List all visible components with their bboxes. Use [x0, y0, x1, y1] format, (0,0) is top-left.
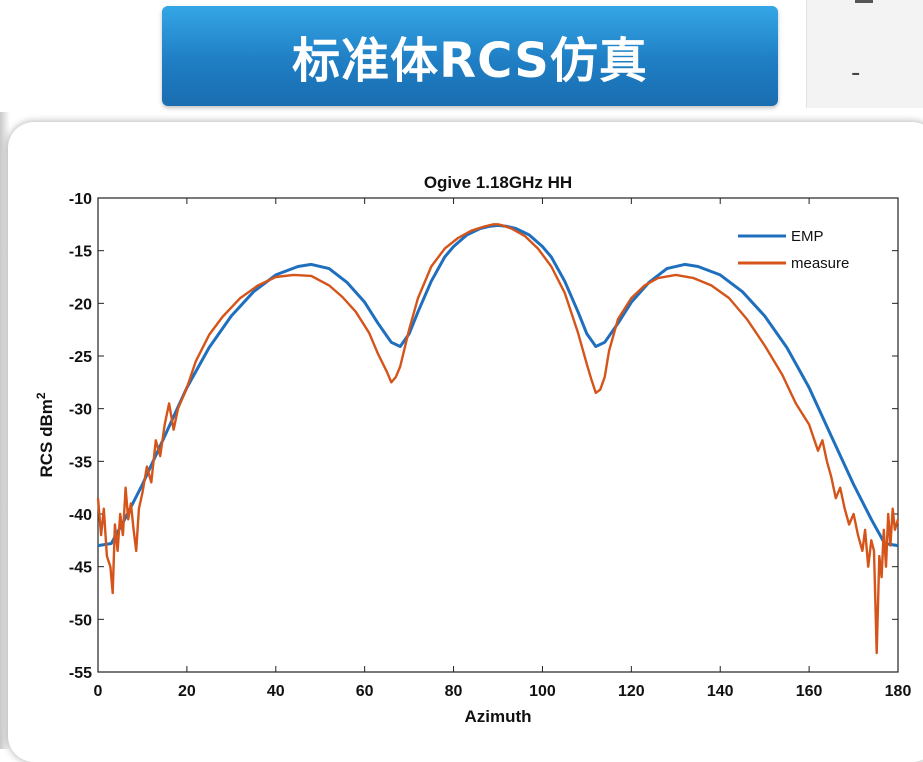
title-banner: 标准体RCS仿真: [162, 6, 778, 106]
x-axis-title: Azimuth: [464, 707, 531, 726]
y-tick-label: -30: [69, 402, 92, 419]
adjacent-slide-fragment: -: [806, 0, 923, 108]
y-tick-label: -35: [69, 454, 92, 471]
x-tick-label: 0: [94, 683, 103, 700]
y-tick-label: -40: [69, 507, 92, 524]
x-tick-label: 180: [885, 683, 912, 700]
y-axis-title: RCS dBm2: [34, 392, 56, 477]
banner-title: 标准体RCS仿真: [292, 33, 648, 89]
x-tick-label: 140: [707, 683, 734, 700]
y-tick-label: -55: [69, 665, 92, 682]
left-edge-shadow: [0, 112, 10, 749]
fragment-symbol: -: [851, 58, 861, 88]
plot-area: [97, 197, 899, 673]
y-tick-label: -15: [69, 244, 92, 261]
fragment-dash: [855, 0, 873, 3]
series-line-measure: [96, 223, 900, 655]
x-tick-label: 20: [178, 683, 196, 700]
y-axis-title-main: RCS dBm: [37, 399, 56, 477]
legend: EMP measure: [738, 228, 849, 272]
y-tick-label: -10: [69, 191, 92, 208]
x-tick-label: 40: [267, 683, 285, 700]
x-tick-label: 100: [529, 683, 556, 700]
legend-label-measure: measure: [791, 255, 849, 272]
y-tick-label: -25: [69, 349, 92, 366]
x-tick-label: 160: [796, 683, 823, 700]
y-tick-label: -45: [69, 560, 92, 577]
x-tick-label: 60: [356, 683, 374, 700]
series-group: [96, 223, 900, 655]
y-tick-label: -50: [69, 612, 92, 629]
axis-ticks: 0 20 40 60 80 100 120 140 160 180 -10 -15 -20 -25 -30 -…: [69, 191, 912, 700]
y-axis-title-superscript: 2: [34, 392, 48, 399]
chart-title: Ogive 1.18GHz HH: [424, 173, 572, 192]
legend-label-emp: EMP: [791, 228, 824, 245]
x-tick-label: 80: [445, 683, 463, 700]
x-tick-label: 120: [618, 683, 645, 700]
y-tick-label: -20: [69, 296, 92, 313]
